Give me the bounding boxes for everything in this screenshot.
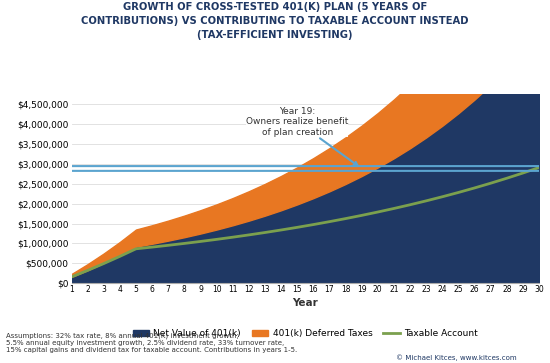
Text: GROWTH OF CROSS-TESTED 401(K) PLAN (5 YEARS OF
CONTRIBUTIONS) VS CONTRIBUTING TO: GROWTH OF CROSS-TESTED 401(K) PLAN (5 YE… <box>81 2 469 40</box>
X-axis label: Year: Year <box>293 298 318 308</box>
Text: © Michael Kitces, www.kitces.com: © Michael Kitces, www.kitces.com <box>396 354 516 360</box>
Legend: Net Value of 401(k), 401(k) Deferred Taxes, Taxable Account: Net Value of 401(k), 401(k) Deferred Tax… <box>129 325 481 342</box>
Text: Year 19:
Owners realize benefit
of plan creation: Year 19: Owners realize benefit of plan … <box>246 107 358 166</box>
Text: Assumptions: 32% tax rate, 8% annual 401(K) investment growth;
5.5% annual equit: Assumptions: 32% tax rate, 8% annual 401… <box>6 332 297 352</box>
